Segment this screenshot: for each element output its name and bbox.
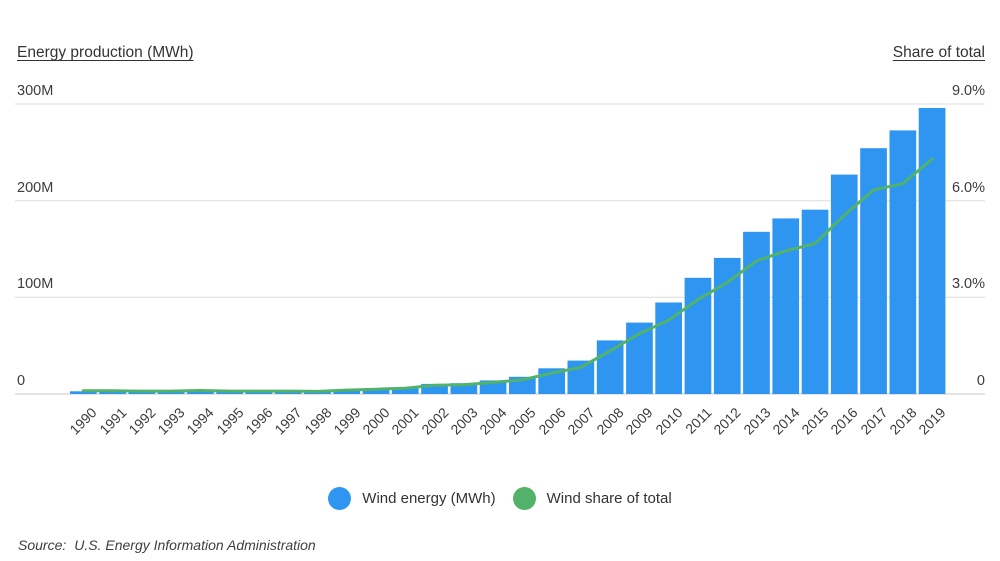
bar-2002 [421,383,448,394]
legend-swatch-wind-energy-icon [328,487,352,510]
y-tick-left-100m: 100M [17,276,54,292]
legend: Wind energy (MWh) Wind share of total [0,487,1000,510]
bar-2014 [772,218,800,394]
bar-2015 [801,209,829,394]
bar-2019 [918,108,946,394]
bar-2003 [450,383,478,394]
bar-2010 [655,302,682,394]
bar-1994 [187,390,214,394]
bar-2001 [391,387,419,394]
source-prefix: Source: [18,537,67,553]
bar-2017 [860,148,887,394]
legend-item-wind-energy: Wind energy (MWh) [328,487,496,510]
bar-1990 [70,391,97,394]
y-tick-right-0: 0 [976,373,985,389]
bar-2011 [684,277,712,394]
right-axis-title: Share of total [892,44,985,61]
wind-share-line [81,157,934,393]
legend-item-wind-share: Wind share of total [512,487,672,510]
y-tick-right-3pct: 3.0% [951,276,985,292]
legend-swatch-wind-share-icon [512,487,536,510]
bar-1991 [99,391,126,394]
y-tick-left-200m: 200M [17,180,54,196]
bar-2018 [889,130,917,394]
bar-1992 [128,391,156,394]
bar-2013 [743,231,770,394]
bar-2000 [362,388,390,394]
legend-label-wind-energy: Wind energy (MWh) [362,490,496,507]
bar-1999 [333,389,361,394]
y-tick-right-9pct: 9.0% [951,83,985,99]
bar-2008 [596,340,624,394]
bar-2016 [830,174,858,394]
source-text: U.S. Energy Information Administration [74,537,316,553]
y-tick-left-300m: 300M [17,83,54,99]
y-tick-right-6pct: 6.0% [951,180,985,196]
legend-label-wind-share: Wind share of total [546,490,672,507]
y-tick-left-0: 0 [17,373,26,389]
left-axis-title: Energy production (MWh) [17,44,194,61]
source-line: Source: U.S. Energy Information Administr… [18,537,316,553]
bar-2012 [713,257,741,394]
